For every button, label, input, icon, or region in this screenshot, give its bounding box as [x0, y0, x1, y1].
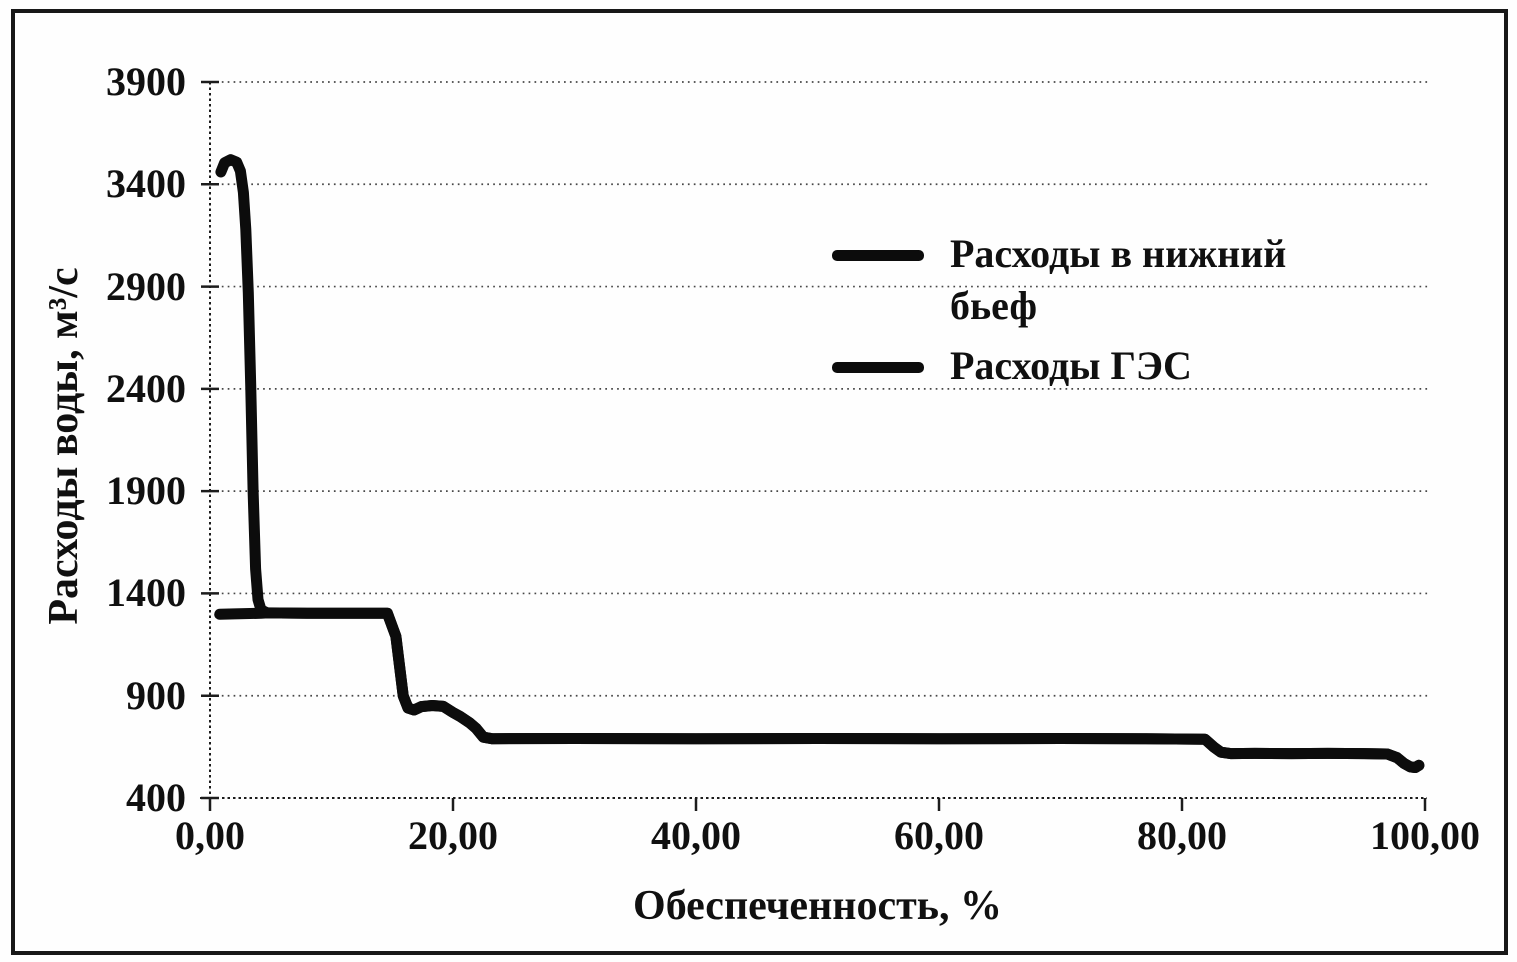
y-tick-label: 3900 [106, 59, 186, 104]
y-tick-label: 3400 [106, 161, 186, 207]
y-tick-label: 400 [126, 775, 186, 820]
y-tick-label: 1900 [106, 468, 186, 514]
x-tick-label: 20,00 [408, 813, 498, 858]
legend: Расходы в нижний бьеф Расходы ГЭС [832, 228, 1300, 400]
y-tick-label: 900 [126, 672, 186, 718]
x-tick-label: 40,00 [651, 813, 741, 858]
y-tick-label: 2400 [106, 365, 186, 411]
x-axis-title: Обеспеченность, % [633, 883, 1002, 929]
x-tick-label: 80,00 [1137, 813, 1227, 858]
line-swatch-icon [832, 250, 924, 261]
x-tick-label: 60,00 [894, 813, 984, 858]
y-tick-label: 1400 [106, 570, 186, 616]
y-tick-label: 2900 [106, 263, 186, 309]
legend-item-hpp: Расходы ГЭС [832, 340, 1300, 392]
legend-item-downstream: Расходы в нижний бьеф [832, 228, 1300, 332]
figure-border [11, 9, 1508, 955]
legend-label-hpp: Расходы ГЭС [950, 343, 1192, 388]
legend-label-downstream: Расходы в нижний бьеф [950, 231, 1287, 328]
x-tick-label: 100,00 [1370, 813, 1480, 858]
x-tick-label: 0,00 [175, 813, 245, 858]
line-swatch-icon [832, 362, 924, 373]
series-line-1 [214, 607, 1425, 773]
